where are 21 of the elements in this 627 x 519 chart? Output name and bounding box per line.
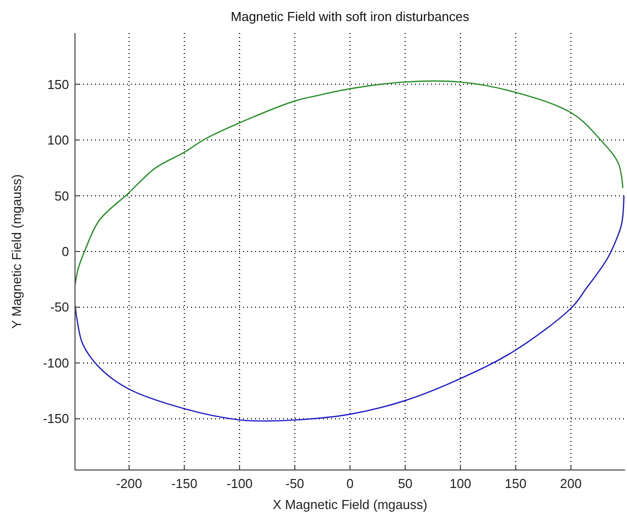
- y-tick-label: -150: [42, 411, 69, 426]
- x-tick-label: 100: [450, 476, 472, 491]
- x-tick-label: 50: [398, 476, 412, 491]
- x-tick-label: 200: [560, 476, 582, 491]
- chart-title: Magnetic Field with soft iron disturbances: [230, 9, 470, 24]
- x-axis-title: X Magnetic Field (mgauss): [272, 497, 428, 512]
- y-tick-label: 150: [47, 76, 69, 92]
- line-series: [74, 195, 624, 422]
- y-tick-label: 50: [54, 188, 69, 204]
- y-tick-label: 100: [47, 132, 69, 148]
- x-tick-label: -50: [285, 476, 304, 491]
- y-tick-label: -100: [42, 355, 69, 370]
- y-tick-label: -50: [50, 300, 69, 315]
- y-tick-label: 0: [62, 244, 69, 259]
- x-tick-label: -150: [171, 476, 198, 491]
- x-tick-label: -200: [116, 476, 142, 491]
- x-tick-label: 0: [346, 476, 354, 491]
- x-tick-label: -100: [226, 476, 253, 491]
- x-tick-label: 150: [504, 476, 527, 491]
- y-axis-title: Y Magnetic Field (mgauss): [9, 174, 24, 329]
- line-series: [74, 80, 624, 286]
